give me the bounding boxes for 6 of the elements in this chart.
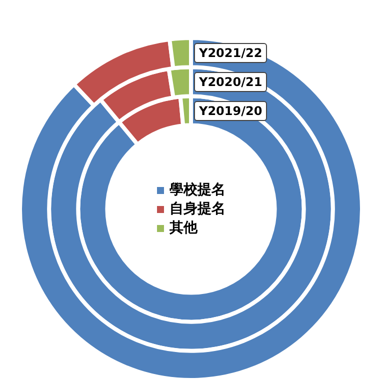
legend-label: 其他 <box>170 218 198 238</box>
slice-label: Y2020/21 <box>194 72 268 92</box>
slice-label: Y2021/22 <box>194 42 268 63</box>
slice-label: Y2019/20 <box>194 100 268 121</box>
legend-label: 學校提名 <box>170 180 226 200</box>
legend-label: 自身提名 <box>170 200 226 218</box>
